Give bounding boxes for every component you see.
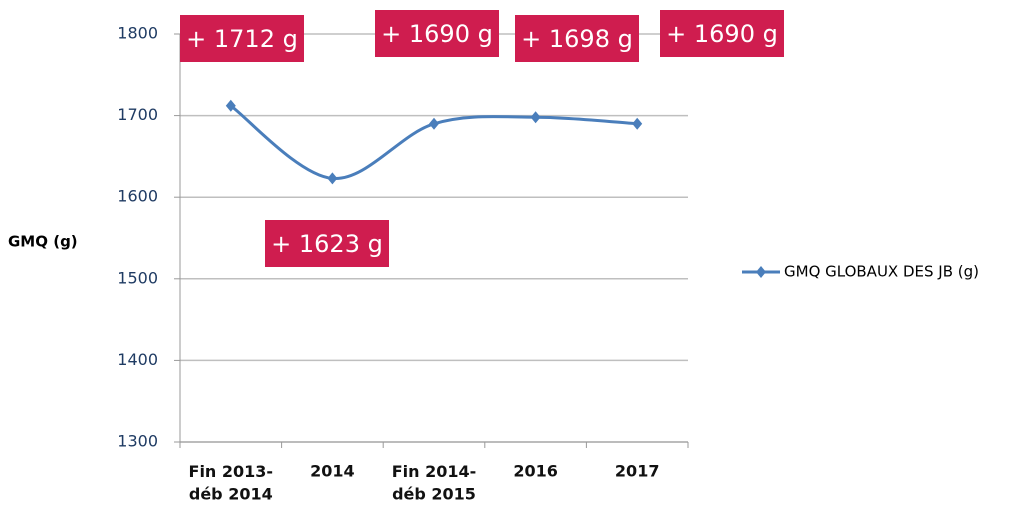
legend-label: GMQ GLOBAUX DES JB (g) <box>784 263 979 281</box>
marker <box>327 172 338 185</box>
x-tick-label: Fin 2013-déb 2014 <box>189 462 274 503</box>
marker <box>225 99 236 112</box>
marker <box>429 117 439 130</box>
value-label-box <box>515 15 639 62</box>
value-label-box <box>265 220 389 267</box>
marker <box>632 117 643 130</box>
y-tick-label: 1400 <box>117 350 158 369</box>
y-tick-label: 1800 <box>117 24 158 43</box>
marker <box>530 111 541 124</box>
y-tick-label: 1500 <box>117 268 158 287</box>
x-tick-label: 2016 <box>513 462 558 481</box>
y-tick-label: 1700 <box>117 105 158 124</box>
value-label: + 1690 g <box>666 20 778 48</box>
value-label: + 1712 g <box>186 25 298 53</box>
y-tick-label: 1600 <box>117 187 158 206</box>
value-label: + 1698 g <box>521 25 633 53</box>
x-tick-label: 2014 <box>310 462 355 481</box>
legend-marker <box>756 266 766 278</box>
x-tick-label: 2017 <box>615 462 660 481</box>
value-label: + 1623 g <box>271 230 383 258</box>
value-label-box <box>660 10 784 57</box>
x-tick-label: Fin 2014-déb 2015 <box>392 462 477 503</box>
line <box>229 104 638 180</box>
value-label-box <box>375 10 499 57</box>
y-axis-label: GMQ (g) <box>8 233 78 251</box>
value-label: + 1690 g <box>381 20 493 48</box>
value-label-box <box>180 15 304 62</box>
y-tick-label: 1300 <box>117 432 158 451</box>
